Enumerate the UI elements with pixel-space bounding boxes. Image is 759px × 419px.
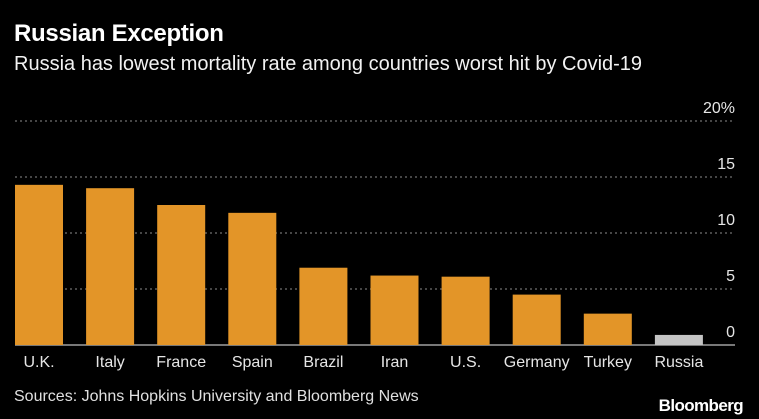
- bar-russia: [654, 334, 703, 345]
- x-tick-label: Italy: [95, 354, 124, 371]
- y-tick-label: 0: [726, 324, 735, 341]
- bloomberg-logo: Bloomberg: [658, 396, 744, 415]
- x-tick-label: Turkey: [584, 354, 632, 371]
- x-tick-label: U.K.: [23, 354, 54, 371]
- x-tick-label: Russia: [654, 354, 703, 371]
- y-tick-label: 20%: [703, 100, 735, 117]
- bar-u-k: [15, 184, 63, 345]
- bar-germany: [512, 294, 561, 345]
- bar-turkey: [583, 313, 632, 345]
- x-tick-label: Brazil: [303, 354, 343, 371]
- x-tick-label: Spain: [232, 354, 273, 371]
- y-axis-ticks: 0 5 10 15 20%: [703, 100, 735, 341]
- x-tick-label: Germany: [504, 354, 570, 371]
- x-axis-labels: U.K. Italy France Spain Brazil Iran U.S. German…: [23, 354, 703, 371]
- y-tick-label: 15: [717, 156, 735, 173]
- bar-brazil: [299, 267, 348, 345]
- bar-france: [157, 205, 206, 345]
- bar-iran: [370, 275, 419, 345]
- y-tick-label: 5: [726, 268, 735, 285]
- bar-u-s: [441, 276, 490, 345]
- bars: [15, 184, 703, 345]
- bar-italy: [86, 188, 135, 345]
- x-tick-label: U.S.: [450, 354, 481, 371]
- x-tick-label: Iran: [381, 354, 409, 371]
- source-note: Sources: Johns Hopkins University and Bl…: [14, 388, 419, 405]
- y-tick-label: 10: [717, 212, 735, 229]
- chart-subtitle: Russia has lowest mortality rate among c…: [14, 53, 643, 75]
- bar-spain: [228, 212, 277, 345]
- chart-title: Russian Exception: [14, 20, 224, 47]
- x-tick-label: France: [156, 354, 206, 371]
